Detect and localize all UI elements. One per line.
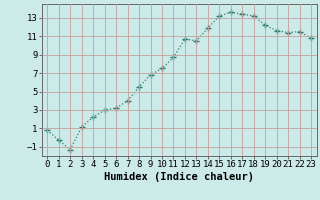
X-axis label: Humidex (Indice chaleur): Humidex (Indice chaleur) bbox=[104, 172, 254, 182]
